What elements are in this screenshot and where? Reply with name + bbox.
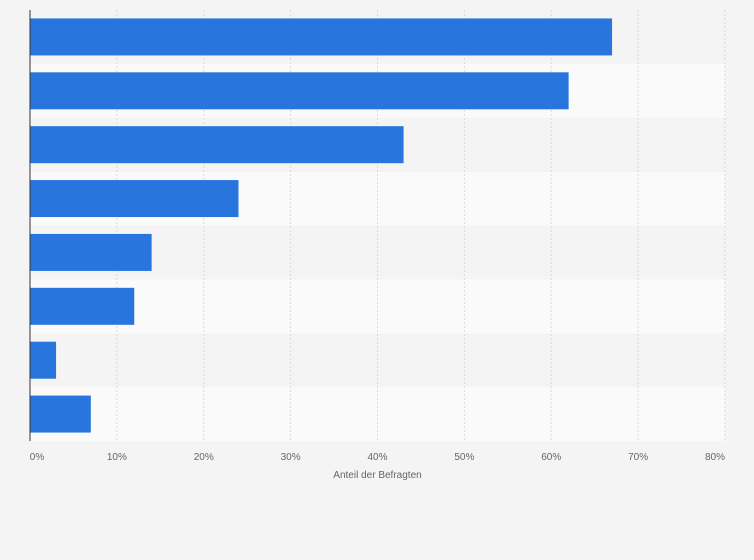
- x-tick-label: 40%: [367, 452, 387, 463]
- x-tick-label: 10%: [107, 452, 127, 463]
- x-tick-label: 80%: [705, 452, 725, 463]
- bar: [30, 287, 135, 325]
- bar: [30, 395, 91, 433]
- x-tick-label: 70%: [628, 452, 648, 463]
- bar: [30, 180, 239, 218]
- x-axis-ticks: 0% 10% 20% 30% 40% 50% 60% 70% 80%: [30, 452, 725, 463]
- x-axis-title: Anteil der Befragten: [333, 470, 421, 481]
- bar: [30, 233, 152, 271]
- bar: [30, 72, 569, 110]
- bars: [30, 18, 613, 433]
- bar: [30, 18, 613, 56]
- bar: [30, 126, 404, 164]
- x-tick-label: 0%: [30, 452, 45, 463]
- x-tick-label: 60%: [541, 452, 561, 463]
- x-tick-label: 50%: [454, 452, 474, 463]
- x-tick-label: 30%: [281, 452, 301, 463]
- x-tick-label: 20%: [194, 452, 214, 463]
- bar: [30, 341, 57, 379]
